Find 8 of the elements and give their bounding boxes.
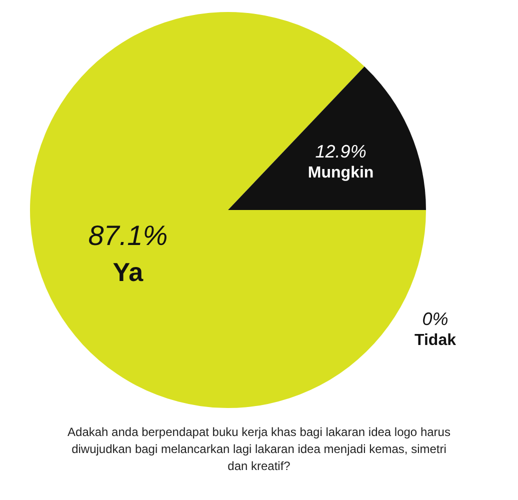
category-label: Tidak xyxy=(414,332,456,349)
text: Adakah anda berpendapat buku kerja khas bagi lakaran idea logo harus diwujudkan bagi melancarkan lagi lakaran idea menjadi kemas, simetri dan kreatif? xyxy=(68,425,450,473)
pie-slice xyxy=(228,66,426,210)
slice-label: Mungkin xyxy=(308,164,374,182)
data-label: 12.9% xyxy=(315,142,366,162)
slice-label: Ya xyxy=(112,256,144,287)
text: 0% xyxy=(422,308,448,329)
data-label: 87.1% xyxy=(88,220,168,251)
